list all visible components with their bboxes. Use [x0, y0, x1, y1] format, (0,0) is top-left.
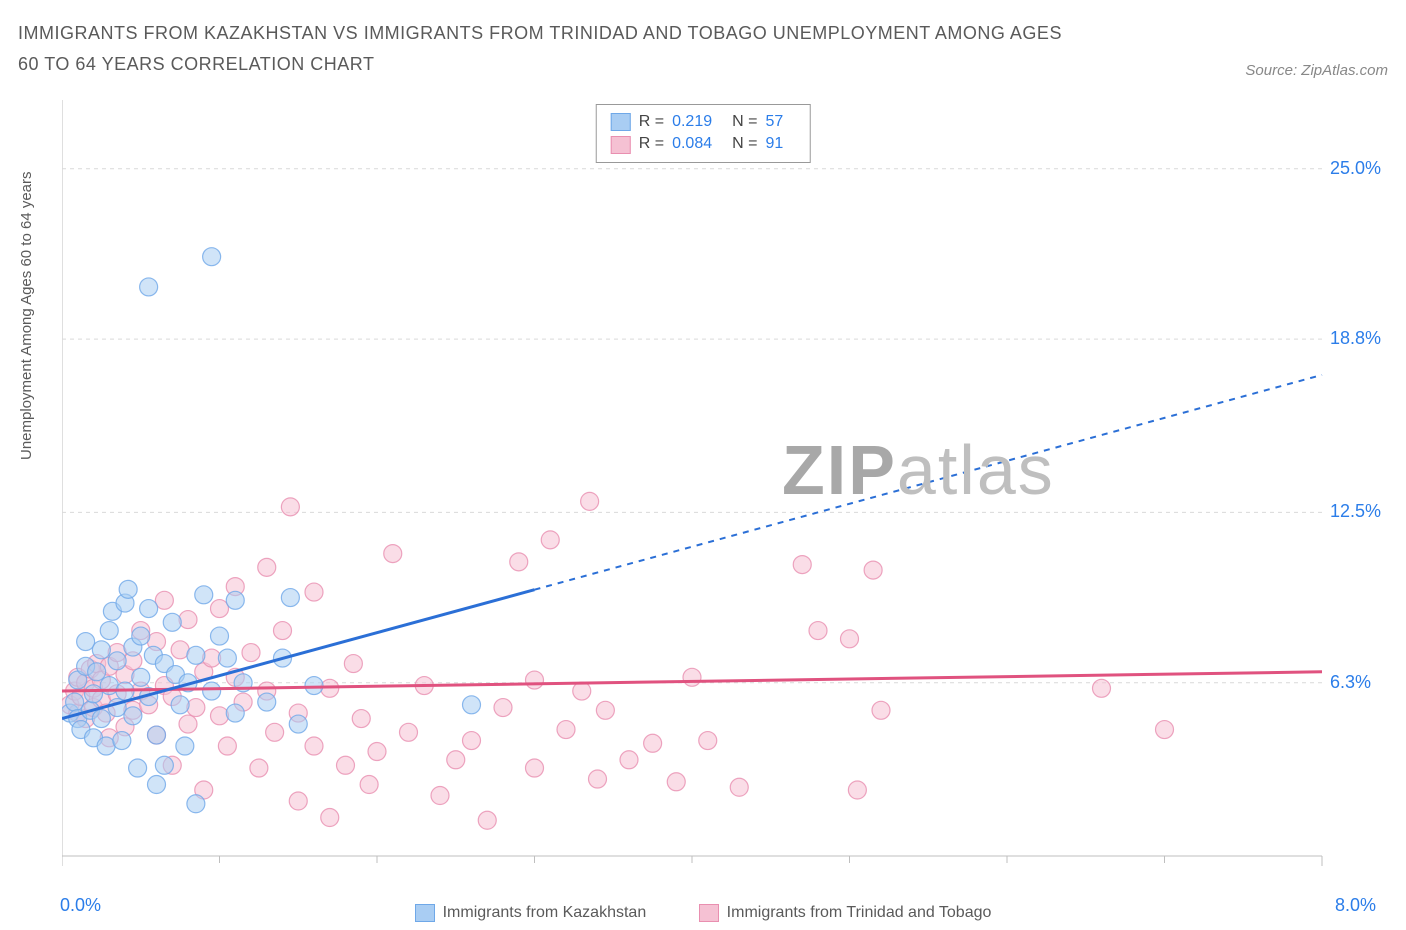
swatch-kaz [611, 113, 631, 131]
legend-swatch-kaz [415, 904, 435, 922]
scatter-chart [62, 100, 1382, 880]
r-value-kaz: 0.219 [672, 111, 712, 133]
legend-item-kaz: Immigrants from Kazakhstan [415, 904, 651, 921]
y-tick-label: 25.0% [1330, 158, 1381, 179]
legend: Immigrants from Kazakhstan Immigrants fr… [0, 904, 1406, 922]
legend-item-tt: Immigrants from Trinidad and Tobago [699, 904, 992, 921]
header: IMMIGRANTS FROM KAZAKHSTAN VS IMMIGRANTS… [18, 18, 1388, 79]
legend-label-tt: Immigrants from Trinidad and Tobago [727, 904, 992, 921]
y-tick-label: 6.3% [1330, 672, 1371, 693]
source-prefix: Source: [1245, 62, 1301, 79]
n-value-tt: 91 [765, 133, 783, 155]
source-name: ZipAtlas.com [1301, 62, 1388, 79]
r-value-tt: 0.084 [672, 133, 712, 155]
n-label: N = [732, 133, 757, 155]
r-label: R = [639, 133, 664, 155]
legend-label-kaz: Immigrants from Kazakhstan [443, 904, 647, 921]
r-label: R = [639, 111, 664, 133]
y-axis-label: Unemployment Among Ages 60 to 64 years [18, 171, 35, 460]
correlation-box: R = 0.219 N = 57 R = 0.084 N = 91 [596, 104, 811, 163]
swatch-tt [611, 136, 631, 154]
y-tick-label: 12.5% [1330, 501, 1381, 522]
correlation-row-tt: R = 0.084 N = 91 [611, 133, 796, 155]
n-value-kaz: 57 [765, 111, 783, 133]
correlation-row-kaz: R = 0.219 N = 57 [611, 111, 796, 133]
source-citation: Source: ZipAtlas.com [1245, 62, 1388, 79]
legend-swatch-tt [699, 904, 719, 922]
y-tick-label: 18.8% [1330, 328, 1381, 349]
n-label: N = [732, 111, 757, 133]
chart-area: ZIPatlas [62, 100, 1382, 880]
chart-title: IMMIGRANTS FROM KAZAKHSTAN VS IMMIGRANTS… [18, 18, 1068, 79]
